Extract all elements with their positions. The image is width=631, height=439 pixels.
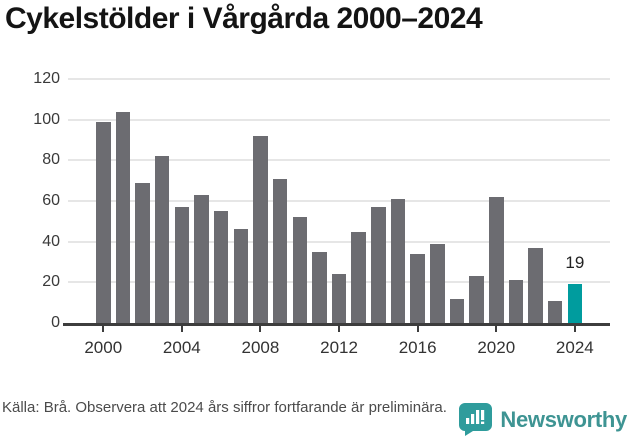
bar-2005	[194, 194, 209, 323]
bar-2021	[508, 280, 524, 323]
x-tick-label: 2024	[555, 338, 594, 357]
bar-2015	[390, 198, 406, 323]
bar-2011	[312, 251, 327, 323]
y-tick-label: 80	[42, 151, 60, 169]
bar-2010	[292, 217, 307, 323]
bar-2001	[115, 111, 131, 323]
bar-2022	[528, 247, 543, 323]
x-tick-label: 2016	[398, 338, 437, 357]
bar-2018	[449, 298, 465, 323]
x-tick-2000	[102, 326, 105, 332]
x-tick-label: 2008	[241, 338, 280, 357]
x-tick-2004	[180, 326, 183, 332]
bar-2012	[331, 274, 347, 323]
bar-2024	[567, 284, 583, 323]
bar-2020	[489, 196, 504, 323]
bar-2019	[469, 276, 484, 323]
value-label-2024: 19	[565, 253, 585, 273]
newsworthy-logo-text: Newsworthy	[500, 406, 627, 432]
x-tick-2012	[338, 326, 341, 332]
bar-2016	[410, 253, 425, 323]
y-tick-label: 20	[42, 273, 60, 291]
chart-title: Cykelstölder i Vårgårda 2000–2024	[5, 2, 483, 35]
bar-2014	[371, 207, 386, 323]
x-tick-label: 2000	[84, 338, 123, 357]
bar-2009	[272, 178, 288, 323]
newsworthy-logo: Newsworthy	[459, 403, 627, 436]
bar-2006	[213, 211, 229, 323]
gridline-60	[68, 200, 610, 202]
y-tick-label: 40	[42, 232, 60, 250]
bar-2000	[96, 121, 111, 323]
x-tick-label: 2020	[477, 338, 516, 357]
gridline-100	[68, 118, 610, 121]
bar-2003	[154, 156, 170, 323]
bar-2008	[253, 135, 268, 323]
y-tick-label: 0	[51, 314, 60, 331]
x-tick-2016	[416, 326, 419, 332]
bar-2007	[233, 229, 249, 323]
x-tick-2024	[573, 326, 576, 332]
gridline-80	[68, 159, 610, 162]
source-note: Källa: Brå. Observera att 2024 års siffr…	[2, 399, 447, 416]
bar-chart: 0 20 40 60 80 100 120 2000 2004 2008 2012 2016 2020 2…	[33, 70, 610, 357]
gridline-120	[68, 78, 610, 80]
newsworthy-logo-icon	[459, 403, 493, 436]
bar-2013	[351, 231, 366, 323]
y-tick-label: 100	[33, 110, 60, 128]
bar-2023	[547, 300, 563, 323]
bar-2004	[174, 207, 190, 323]
x-tick-label: 2012	[320, 338, 358, 357]
x-tick-2008	[259, 326, 262, 332]
y-tick-label: 120	[33, 70, 60, 87]
x-axis-line	[63, 323, 610, 326]
bar-2002	[135, 182, 150, 323]
bar-2017	[430, 243, 445, 323]
gridline-40	[68, 240, 610, 243]
y-tick-label: 60	[42, 192, 60, 209]
x-tick-label: 2004	[162, 338, 201, 357]
x-tick-2020	[495, 326, 498, 332]
